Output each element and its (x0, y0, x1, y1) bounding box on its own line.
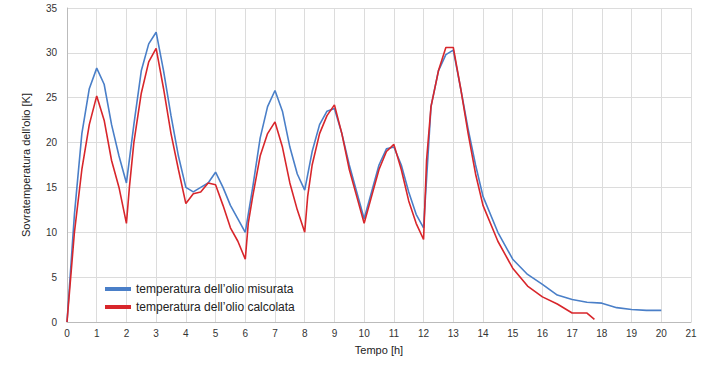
svg-text:7: 7 (272, 328, 278, 339)
svg-text:Sovratemperatura dell'olio [K]: Sovratemperatura dell'olio [K] (20, 93, 32, 237)
svg-text:15: 15 (46, 182, 58, 193)
svg-text:21: 21 (685, 328, 697, 339)
svg-text:18: 18 (596, 328, 608, 339)
svg-text:5: 5 (213, 328, 219, 339)
svg-text:8: 8 (302, 328, 308, 339)
svg-text:14: 14 (477, 328, 489, 339)
svg-text:0: 0 (51, 317, 57, 328)
svg-text:2: 2 (124, 328, 130, 339)
svg-text:30: 30 (46, 47, 58, 58)
svg-text:35: 35 (46, 3, 58, 14)
svg-text:11: 11 (389, 328, 400, 339)
svg-text:Tempo [h]: Tempo [h] (355, 344, 403, 356)
svg-text:20: 20 (656, 328, 668, 339)
svg-text:13: 13 (448, 328, 460, 339)
svg-text:temperatura dell’olio misurata: temperatura dell’olio misurata (136, 282, 294, 296)
svg-text:12: 12 (418, 328, 430, 339)
svg-text:25: 25 (46, 92, 58, 103)
svg-text:4: 4 (183, 328, 189, 339)
svg-text:20: 20 (46, 137, 58, 148)
svg-text:1: 1 (94, 328, 100, 339)
svg-text:3: 3 (153, 328, 159, 339)
svg-text:5: 5 (51, 272, 57, 283)
svg-text:15: 15 (507, 328, 519, 339)
svg-text:10: 10 (46, 227, 58, 238)
svg-text:0: 0 (64, 328, 70, 339)
svg-text:6: 6 (243, 328, 249, 339)
svg-text:temperatura dell’olio calcolat: temperatura dell’olio calcolata (136, 300, 295, 314)
svg-text:10: 10 (359, 328, 371, 339)
svg-text:19: 19 (626, 328, 638, 339)
svg-text:17: 17 (567, 328, 579, 339)
svg-text:9: 9 (332, 328, 338, 339)
svg-text:16: 16 (537, 328, 549, 339)
